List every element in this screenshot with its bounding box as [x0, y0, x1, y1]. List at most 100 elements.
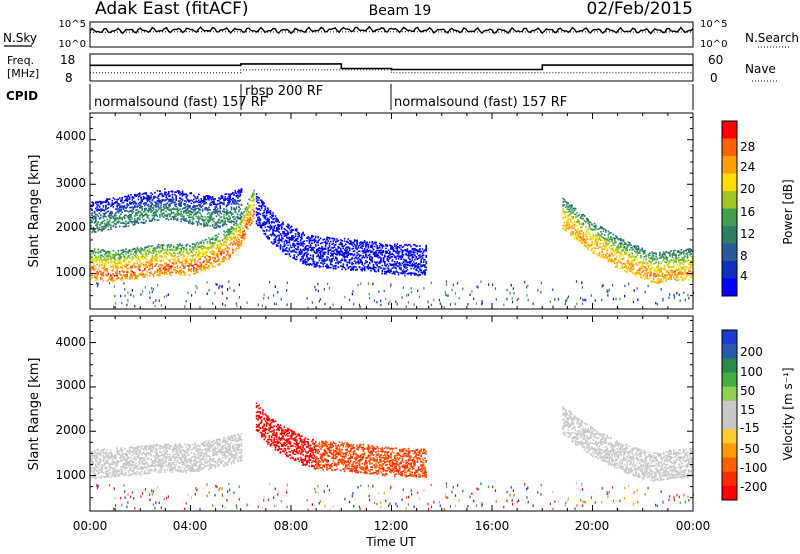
power-mark	[218, 260, 220, 262]
power-mark	[326, 256, 328, 258]
power-mark	[606, 247, 608, 250]
power-mark	[90, 278, 92, 281]
power-mark	[578, 236, 581, 238]
power-mark	[313, 261, 316, 263]
power-mark	[313, 240, 316, 242]
power-mark	[690, 248, 693, 251]
power-mark	[566, 221, 568, 224]
power-mark	[377, 256, 380, 258]
power-mark	[103, 209, 106, 212]
power-mark	[368, 267, 371, 269]
power-mark	[309, 246, 312, 249]
power-mark	[341, 245, 343, 248]
power-mark	[591, 248, 593, 250]
power-mark	[213, 251, 215, 253]
power-mark	[191, 255, 194, 257]
power-mark	[111, 256, 113, 259]
power-mark	[269, 224, 272, 227]
power-mark	[304, 245, 307, 248]
power-mark	[649, 277, 651, 279]
power-mark	[267, 220, 269, 223]
power-mark	[384, 261, 386, 264]
power-mark	[216, 254, 219, 256]
power-mark	[272, 229, 274, 232]
power-mark	[685, 253, 688, 255]
power-mark	[683, 257, 685, 259]
power-mark	[386, 252, 389, 254]
power-mark	[303, 252, 306, 255]
power-mark	[105, 226, 107, 229]
power-mark	[651, 255, 654, 257]
power-mark	[664, 254, 666, 256]
power-mark	[392, 247, 395, 249]
power-mark	[675, 274, 677, 277]
power-mark	[401, 272, 404, 275]
power-mark	[358, 242, 361, 244]
power-mark	[386, 255, 389, 258]
power-mark	[95, 279, 97, 281]
power-mark	[370, 266, 372, 269]
power-mark	[253, 189, 255, 192]
power-mark	[116, 221, 118, 223]
power-mark	[165, 269, 167, 271]
power-mark	[303, 261, 306, 264]
power-mark	[106, 198, 108, 200]
power-mark	[112, 268, 115, 270]
power-mark	[628, 263, 631, 265]
power-mark	[188, 262, 190, 265]
nsky-tick-bottom: 10^0	[59, 39, 86, 50]
power-mark	[592, 233, 595, 235]
power-mark	[216, 255, 219, 257]
power-mark	[681, 279, 684, 282]
power-mark	[644, 267, 646, 270]
power-mark	[586, 244, 588, 247]
power-mark	[196, 260, 199, 263]
power-mark	[628, 255, 631, 258]
power-mark	[345, 268, 347, 271]
power-mark	[110, 274, 112, 277]
power-mark	[186, 259, 189, 262]
power-mark	[357, 261, 360, 264]
power-mark	[179, 252, 181, 254]
power-mark	[280, 239, 283, 242]
power-mark	[631, 268, 633, 271]
power-mark	[587, 228, 590, 230]
power-mark	[569, 219, 572, 221]
power-mark	[409, 260, 411, 263]
power-mark	[622, 239, 625, 241]
power-mark	[92, 218, 95, 220]
power-mark	[247, 228, 249, 230]
power-mark	[179, 251, 181, 253]
power-mark	[345, 255, 347, 258]
power-mark	[191, 246, 194, 249]
power-mark	[253, 194, 255, 197]
power-mark	[151, 256, 154, 259]
power-mark	[420, 269, 422, 271]
power-mark	[677, 259, 680, 262]
power-mark	[623, 253, 626, 255]
power-mark	[592, 234, 595, 236]
power-mark	[167, 265, 170, 267]
power-mark	[210, 248, 213, 250]
power-mark	[572, 230, 574, 233]
power-mark	[657, 282, 660, 285]
power-mark	[385, 247, 387, 250]
power-mark	[120, 249, 122, 252]
power-mark	[644, 266, 646, 268]
power-mark	[394, 260, 396, 263]
power-mark	[562, 201, 564, 203]
power-mark	[659, 270, 661, 272]
power-mark	[577, 221, 579, 224]
power-mark	[351, 258, 353, 260]
power-mark	[259, 224, 262, 227]
power-mark	[111, 269, 113, 272]
power-mark	[390, 248, 392, 250]
power-mark	[654, 262, 656, 265]
power-mark	[573, 221, 576, 223]
power-mark	[277, 224, 279, 227]
power-mark	[165, 264, 167, 266]
power-mark	[400, 267, 402, 269]
power-mark	[689, 253, 691, 256]
power-mark	[632, 256, 635, 258]
power-mark	[189, 270, 191, 272]
